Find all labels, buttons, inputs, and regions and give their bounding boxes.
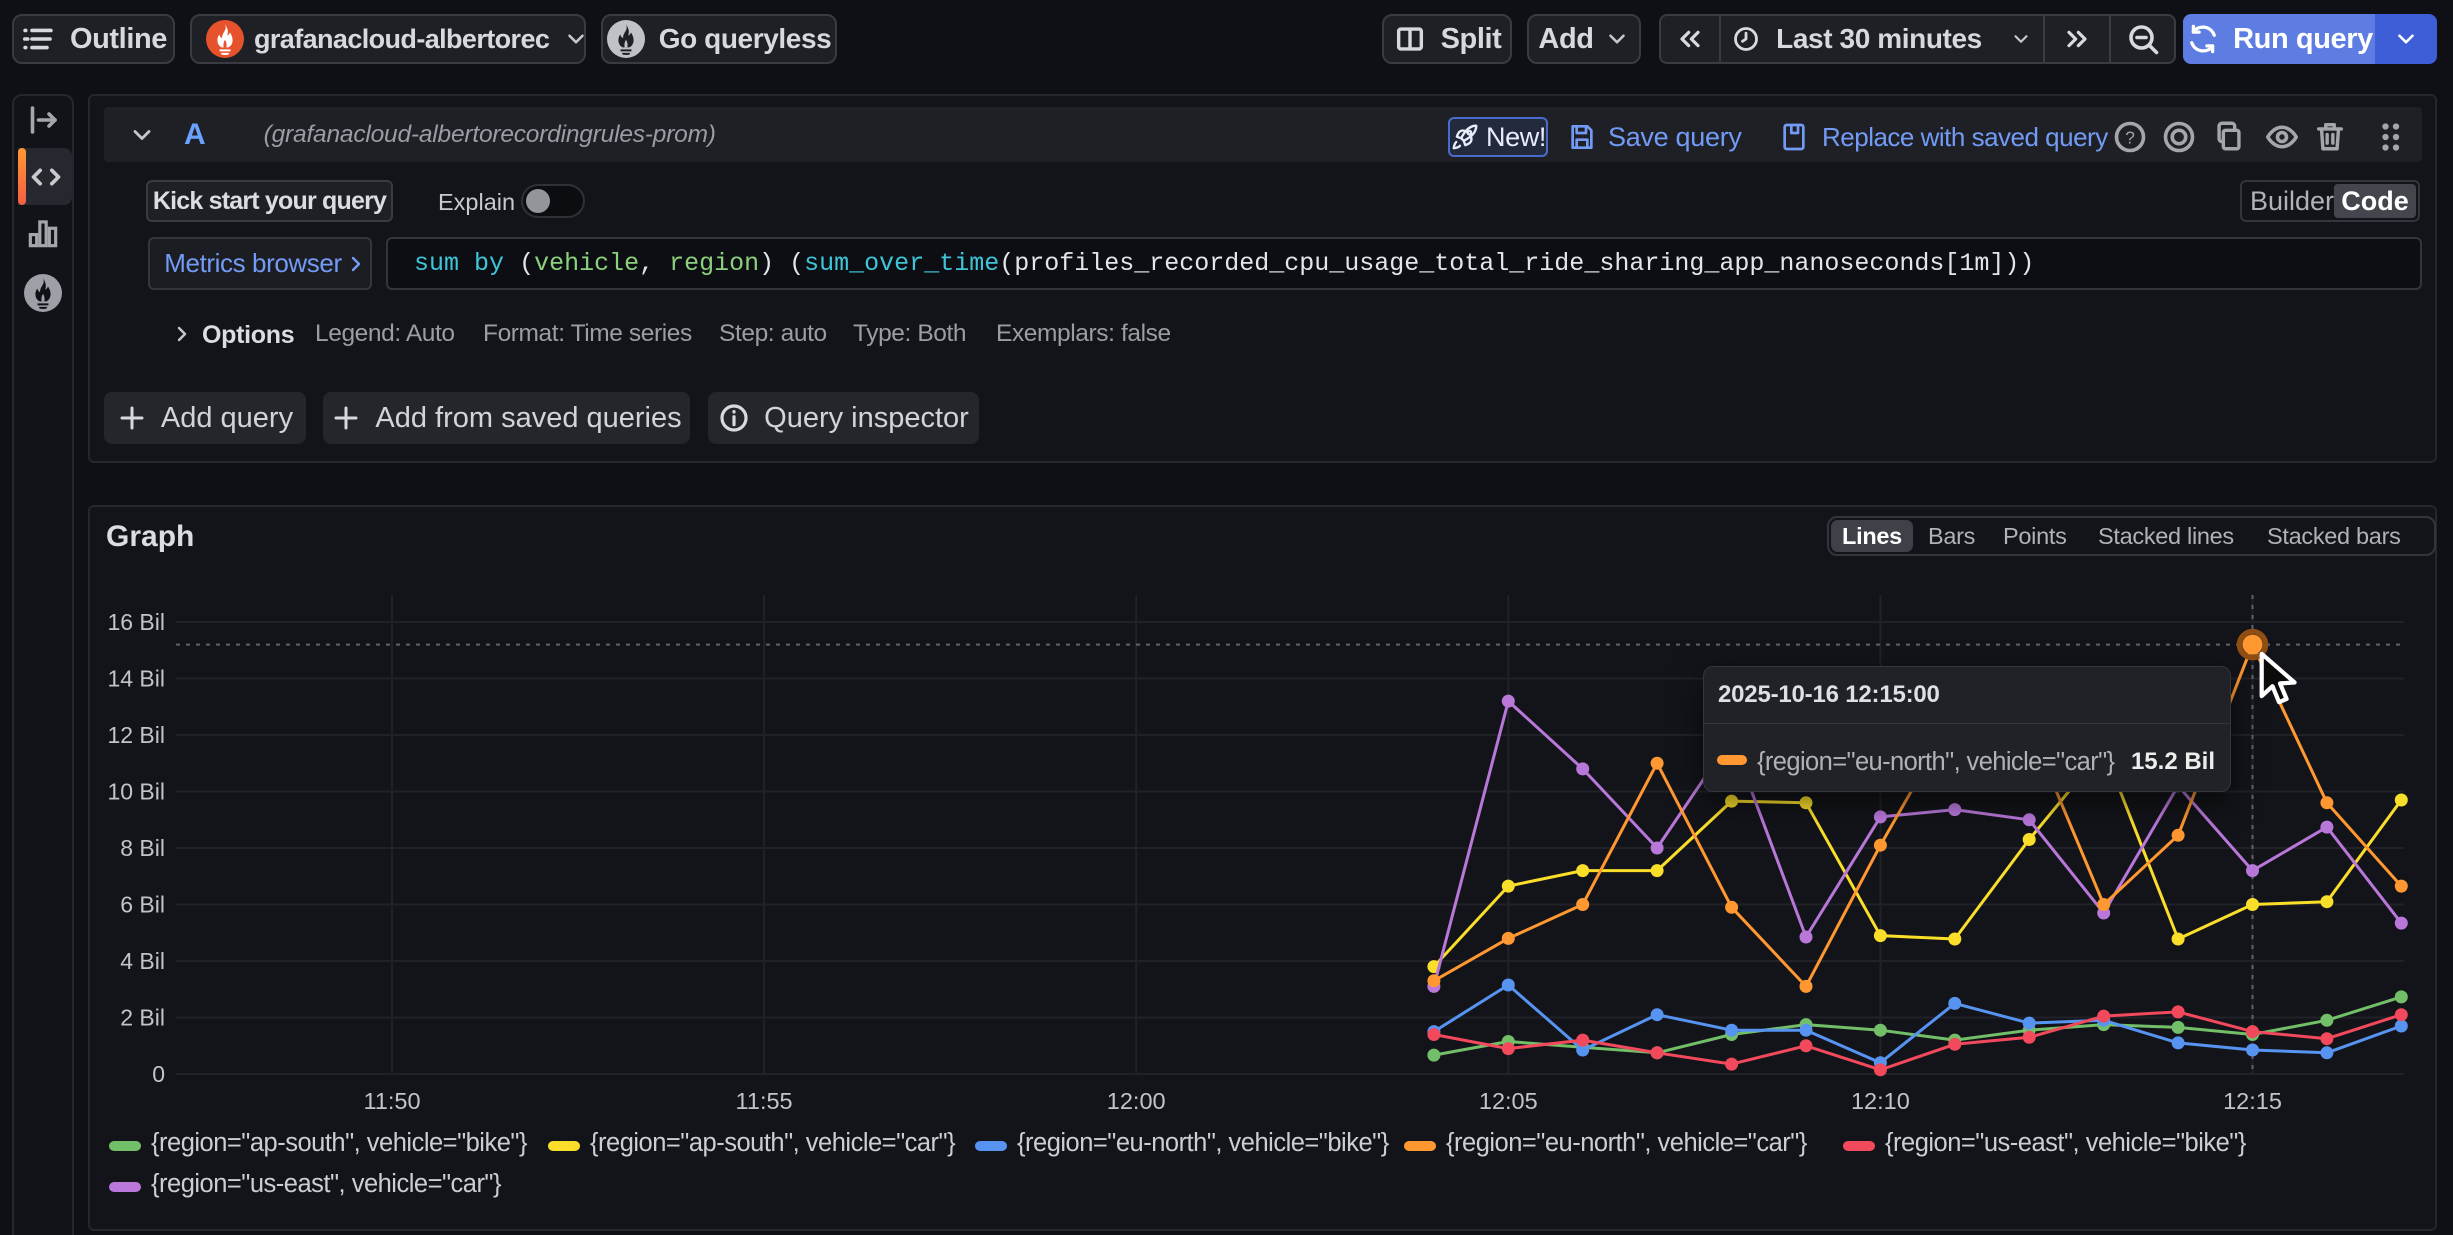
svg-text:2 Bil: 2 Bil — [120, 1005, 165, 1031]
svg-text:4 Bil: 4 Bil — [120, 948, 165, 974]
svg-text:?: ? — [2125, 127, 2135, 147]
svg-text:8 Bil: 8 Bil — [120, 835, 165, 861]
svg-text:0: 0 — [152, 1061, 165, 1087]
svg-text:11:50: 11:50 — [363, 1088, 420, 1114]
svg-text:10 Bil: 10 Bil — [107, 779, 165, 805]
svg-text:12:00: 12:00 — [1107, 1088, 1166, 1114]
svg-text:11:55: 11:55 — [736, 1088, 793, 1114]
svg-text:14 Bil: 14 Bil — [107, 666, 165, 692]
svg-text:12:05: 12:05 — [1479, 1088, 1538, 1114]
svg-text:16 Bil: 16 Bil — [107, 609, 165, 635]
svg-text:12:15: 12:15 — [2223, 1088, 2282, 1114]
svg-text:12:10: 12:10 — [1851, 1088, 1910, 1114]
svg-text:6 Bil: 6 Bil — [120, 892, 165, 918]
svg-text:12 Bil: 12 Bil — [107, 722, 165, 748]
